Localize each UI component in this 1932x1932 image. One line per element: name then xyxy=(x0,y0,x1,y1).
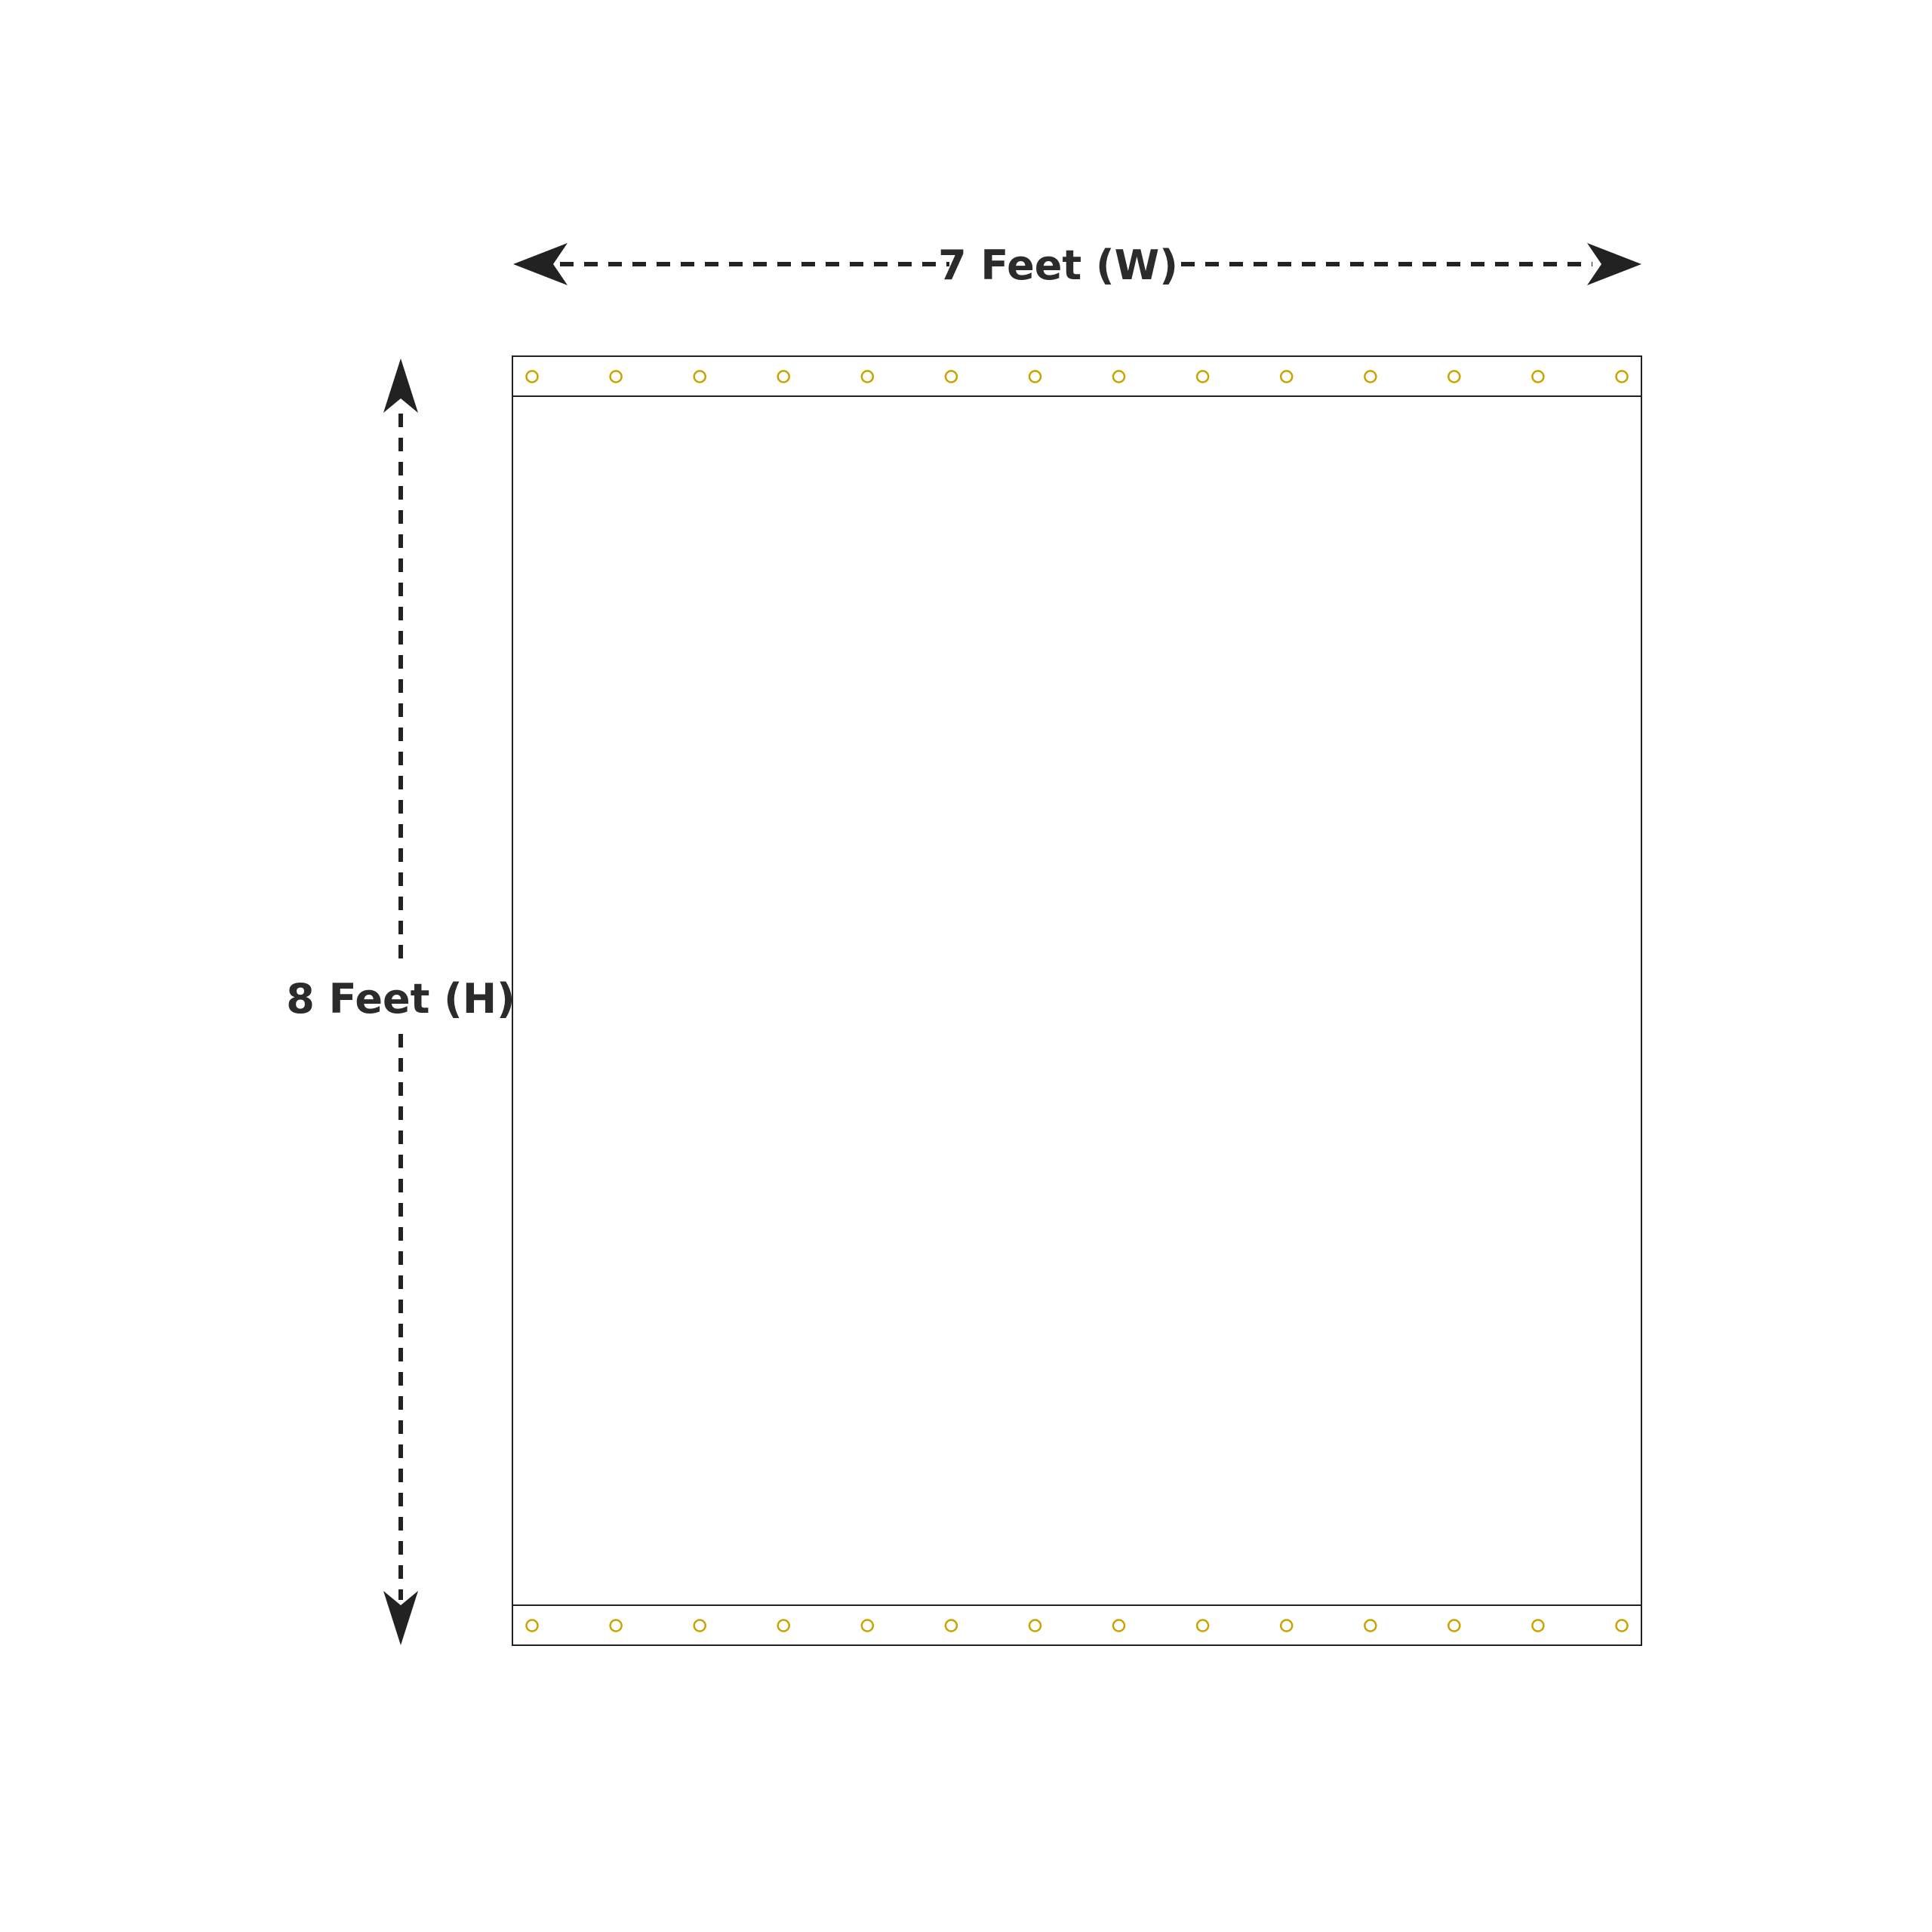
bottom-grommet-icon xyxy=(693,1619,706,1632)
top-grommet-icon xyxy=(1028,370,1042,383)
bottom-grommet-icon xyxy=(860,1619,875,1632)
top-grommet-icon xyxy=(1279,370,1294,383)
bottom-grommet-icon xyxy=(944,1619,958,1632)
curtain-panel xyxy=(512,355,1642,1646)
height-arrow-bottom-icon xyxy=(383,1591,418,1645)
width-label: 7 Feet (W) xyxy=(938,242,1178,289)
top-grommet-icon xyxy=(525,370,539,383)
bottom-grommet-icon xyxy=(777,1619,790,1632)
bottom-grommet-icon xyxy=(1531,1619,1545,1632)
top-grommet-icon xyxy=(1615,370,1629,383)
bottom-grommet-icon xyxy=(1279,1619,1294,1632)
top-grommet-icon xyxy=(1112,370,1126,383)
top-grommet-row xyxy=(525,370,1629,383)
top-grommet-icon xyxy=(944,370,958,383)
bottom-grommet-icon xyxy=(1615,1619,1629,1632)
height-arrow-top-icon xyxy=(383,358,418,413)
top-grommet-icon xyxy=(777,370,790,383)
bottom-grommet-icon xyxy=(1364,1619,1377,1632)
height-dimension: 8 Feet (H) xyxy=(286,358,515,1645)
top-grommet-icon xyxy=(1447,370,1461,383)
height-label: 8 Feet (H) xyxy=(286,975,515,1023)
top-grommet-icon xyxy=(1531,370,1545,383)
bottom-grommet-icon xyxy=(1112,1619,1126,1632)
top-grommet-icon xyxy=(693,370,706,383)
bottom-grommet-row xyxy=(525,1619,1629,1632)
bottom-grommet-icon xyxy=(1028,1619,1042,1632)
curtain-outline xyxy=(512,355,1642,1646)
bottom-grommet-icon xyxy=(609,1619,623,1632)
top-grommet-icon xyxy=(1195,370,1210,383)
top-grommet-icon xyxy=(1364,370,1377,383)
width-arrow-right-icon xyxy=(1587,243,1641,285)
top-grommet-icon xyxy=(860,370,875,383)
bottom-grommet-icon xyxy=(1447,1619,1461,1632)
top-grommet-icon xyxy=(609,370,623,383)
bottom-grommet-icon xyxy=(1195,1619,1210,1632)
width-dimension: 7 Feet (W) xyxy=(513,242,1641,289)
bottom-grommet-icon xyxy=(525,1619,539,1632)
width-arrow-left-icon xyxy=(513,243,568,285)
